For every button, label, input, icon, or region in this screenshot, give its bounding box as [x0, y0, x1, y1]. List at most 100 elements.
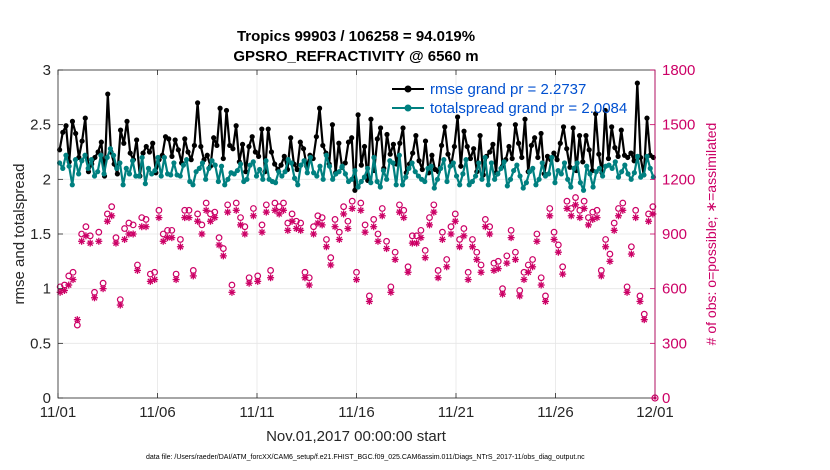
totalspread-point	[295, 182, 301, 188]
asterisk-stroke	[572, 201, 579, 208]
totalspread-point	[571, 165, 577, 171]
assimilated-marker	[155, 214, 163, 222]
possible-marker	[451, 210, 459, 218]
totalspread-point	[641, 172, 647, 178]
assimilated-marker	[189, 272, 197, 280]
asterisk-stroke	[615, 212, 622, 219]
assimilated-marker	[335, 235, 343, 243]
totalspread-point	[339, 163, 345, 169]
assimilated-marker	[383, 245, 391, 253]
totalspread-point	[301, 158, 307, 164]
assimilated-marker	[395, 208, 403, 216]
totalspread-point	[453, 173, 460, 179]
possible-marker	[503, 252, 511, 260]
possible-marker	[177, 236, 184, 243]
assimilated-marker	[305, 281, 313, 289]
asterisk-stroke	[512, 256, 519, 263]
asterisk-stroke	[478, 269, 485, 276]
possible-marker	[559, 263, 567, 271]
assimilated-marker	[516, 292, 524, 300]
asterisk-stroke	[542, 298, 549, 305]
rmse-point	[182, 136, 188, 142]
possible-marker	[512, 248, 519, 256]
possible-marker	[267, 267, 275, 274]
rmse-point	[320, 142, 326, 149]
rmse-point	[281, 153, 287, 159]
totalspread-point	[199, 160, 206, 166]
assimilated-marker	[60, 286, 68, 294]
asterisk-stroke	[426, 221, 433, 228]
asterisk-stroke	[508, 234, 515, 241]
x-tick-label: 11/26	[537, 404, 573, 421]
assimilated-marker	[460, 232, 468, 240]
possible-marker	[460, 225, 468, 232]
assimilated-marker	[507, 234, 515, 242]
rmse-point	[422, 138, 429, 144]
assimilated-marker	[322, 243, 330, 251]
assimilated-marker	[202, 206, 210, 214]
asterisk-stroke	[271, 207, 278, 214]
obs-markers	[56, 194, 659, 402]
totalspread-point	[130, 158, 136, 164]
assimilated-marker	[404, 268, 412, 276]
asterisk-stroke	[417, 234, 424, 241]
asterisk-stroke	[538, 282, 545, 288]
assimilated-marker	[258, 228, 266, 236]
asterisk-stroke	[117, 302, 124, 309]
asterisk-stroke	[482, 223, 489, 230]
totalspread-point	[218, 163, 225, 169]
assimilated-marker	[438, 235, 446, 243]
totalspread-point	[555, 167, 561, 174]
totalspread-point	[501, 159, 507, 165]
assimilated-marker	[228, 288, 236, 296]
totalspread-point	[539, 160, 545, 166]
possible-marker	[323, 236, 330, 243]
y-right-tick-label: 1200	[662, 171, 695, 188]
assimilated-marker	[413, 239, 421, 247]
assimilated-marker	[262, 208, 270, 216]
possible-marker	[219, 245, 227, 252]
totalspread-point	[444, 178, 450, 185]
asterisk-stroke	[435, 274, 442, 281]
asterisk-stroke	[130, 231, 137, 237]
rmse-point	[528, 142, 535, 149]
rmse-point	[374, 136, 380, 142]
totalspread-point	[282, 169, 288, 175]
asterisk-stroke	[473, 256, 480, 263]
axes: 11/01 11/06 11/11 11/16 11/21 11/26 12/0100.51…	[30, 62, 695, 421]
assimilated-marker	[451, 217, 459, 225]
rmse-point	[477, 133, 483, 139]
rmse-point	[98, 139, 104, 145]
possible-marker	[533, 230, 541, 238]
asterisk-stroke	[104, 218, 111, 225]
asterisk-stroke	[78, 238, 85, 245]
rmse-point	[576, 133, 583, 139]
rmse-point	[82, 115, 88, 121]
assimilated-marker	[82, 232, 90, 240]
rmse-point	[384, 131, 390, 138]
assimilated-marker	[627, 250, 635, 258]
totalspread-point	[504, 183, 510, 189]
totalspread-point	[450, 160, 456, 166]
assimilated-marker	[370, 223, 378, 231]
assimilated-marker	[284, 226, 292, 234]
asterisk-stroke	[233, 207, 240, 214]
assimilated-marker	[142, 223, 150, 231]
totalspread-point	[520, 185, 526, 191]
possible-marker	[95, 228, 103, 236]
x-tick-label: 11/21	[438, 404, 474, 421]
totalspread-point	[368, 180, 374, 186]
totalspread-point	[222, 182, 228, 188]
legend-rmse-label: rmse grand pr = 2.2737	[430, 81, 586, 98]
totalspread-point	[409, 160, 415, 166]
rmse-point	[519, 154, 525, 161]
assimilated-marker	[73, 316, 81, 324]
asterisk-stroke	[649, 210, 656, 217]
assimilated-marker	[614, 212, 622, 220]
asterisk-stroke	[138, 223, 145, 230]
possible-marker	[494, 257, 502, 265]
assimilated-marker	[434, 274, 442, 282]
asterisk-stroke	[82, 232, 89, 239]
asterisk-stroke	[559, 271, 566, 278]
rmse-point	[352, 187, 358, 193]
